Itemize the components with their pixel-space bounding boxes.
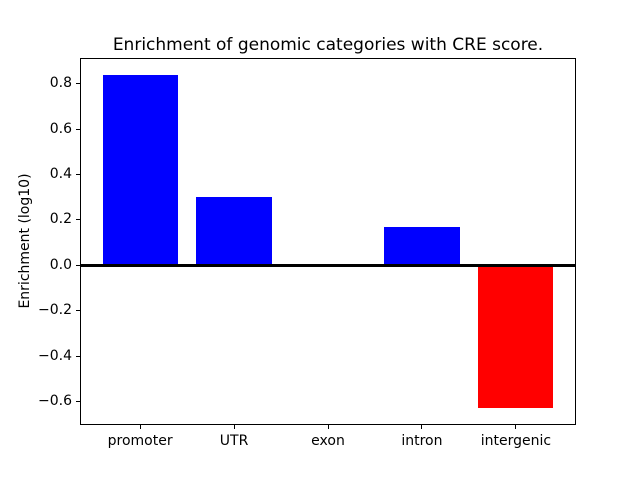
x-tick-label-exon: exon bbox=[311, 433, 345, 449]
x-tick-mark bbox=[327, 425, 329, 429]
bar-intron bbox=[384, 226, 460, 266]
y-tick-mark bbox=[76, 355, 80, 357]
y-tick-label: 0.0 bbox=[49, 256, 72, 273]
x-tick-mark bbox=[515, 425, 517, 429]
y-tick-label: 0.4 bbox=[49, 166, 72, 183]
bar-intergenic bbox=[478, 265, 554, 409]
y-tick-mark bbox=[76, 128, 80, 130]
x-tick-label-intergenic: intergenic bbox=[480, 433, 552, 449]
x-tick-mark bbox=[139, 425, 141, 429]
y-tick-label: 0.6 bbox=[49, 120, 72, 137]
y-tick-mark bbox=[76, 174, 80, 176]
y-tick-label: −0.6 bbox=[38, 393, 72, 409]
y-tick-label: −0.2 bbox=[38, 302, 72, 319]
y-tick-mark bbox=[76, 219, 80, 221]
x-tick-mark bbox=[233, 425, 235, 429]
x-tick-mark bbox=[421, 425, 423, 429]
bar-UTR bbox=[196, 197, 272, 266]
chart-title: Enrichment of genomic categories with CR… bbox=[112, 35, 544, 55]
x-tick-label-intron: intron bbox=[401, 433, 443, 449]
y-tick-mark bbox=[76, 83, 80, 85]
y-tick-label: −0.4 bbox=[38, 347, 72, 364]
y-tick-label: 0.2 bbox=[49, 211, 72, 228]
x-tick-label-UTR: UTR bbox=[219, 433, 249, 449]
x-tick-label-promoter: promoter bbox=[107, 433, 173, 449]
y-tick-mark bbox=[76, 401, 80, 402]
bar-promoter bbox=[102, 74, 178, 266]
y-tick-mark bbox=[76, 264, 80, 266]
y-tick-label: 0.8 bbox=[49, 75, 72, 92]
y-axis-label: Enrichment (log10) bbox=[17, 173, 33, 309]
y-tick-mark bbox=[76, 310, 80, 312]
zero-line bbox=[80, 263, 576, 267]
